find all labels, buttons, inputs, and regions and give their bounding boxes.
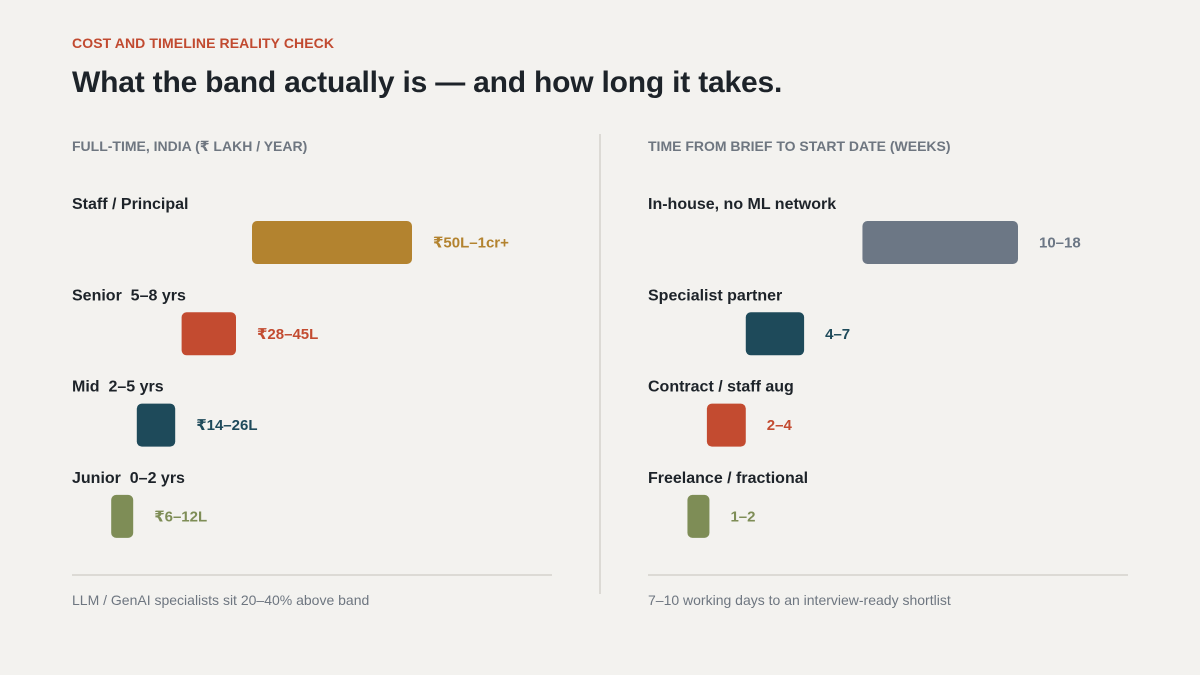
salary-row: Senior 5–8 yrs ₹28–45L xyxy=(72,287,318,356)
salary-chart-title: FULL-TIME, INDIA (₹ LAKH / YEAR) xyxy=(72,138,308,154)
salary-range-bar xyxy=(111,494,134,538)
timeline-row: Freelance / fractional 1–2 xyxy=(648,470,808,538)
timeline-footnote: 7–10 working days to an interview-ready … xyxy=(648,592,951,608)
salary-range-bar xyxy=(252,221,412,264)
timeline-category-label: In-house, no ML network xyxy=(648,196,836,213)
salary-range-bar xyxy=(181,312,236,356)
salary-chart: Staff / Principal ₹50L–1cr+ Senior 5–8 yrs… xyxy=(72,196,509,538)
timeline-baseline-rule xyxy=(648,574,1128,576)
salary-category-label: Junior 0–2 yrs xyxy=(72,470,185,487)
salary-row: Staff / Principal ₹50L–1cr+ xyxy=(72,196,509,264)
salary-value-label: ₹6–12L xyxy=(154,508,207,525)
timeline-value-label: 1–2 xyxy=(730,508,755,525)
timeline-row: In-house, no ML network 10–18 xyxy=(648,196,1081,264)
eyebrow-label: COST AND TIMELINE REALITY CHECK xyxy=(72,35,335,51)
timeline-chart-title: TIME FROM BRIEF TO START DATE (WEEKS) xyxy=(648,138,951,154)
salary-value-label: ₹14–26L xyxy=(196,417,257,434)
timeline-chart: In-house, no ML network 10–18 Specialist p… xyxy=(648,196,1081,538)
salary-row: Junior 0–2 yrs ₹6–12L xyxy=(72,470,207,538)
salary-category-label: Mid 2–5 yrs xyxy=(72,379,164,396)
timeline-range-bar xyxy=(745,312,805,356)
page-title: What the band actually is — and how long… xyxy=(72,66,783,99)
timeline-range-bar xyxy=(687,494,710,538)
salary-baseline-rule xyxy=(72,574,552,576)
timeline-value-label: 4–7 xyxy=(825,326,850,343)
timeline-category-label: Contract / staff aug xyxy=(648,379,794,396)
timeline-row: Specialist partner 4–7 xyxy=(648,287,850,356)
panel-divider xyxy=(599,134,601,594)
timeline-row: Contract / staff aug 2–4 xyxy=(648,379,794,447)
timeline-value-label: 2–4 xyxy=(767,417,793,434)
salary-range-bar xyxy=(136,403,176,447)
timeline-category-label: Specialist partner xyxy=(648,287,782,304)
salary-value-label: ₹50L–1cr+ xyxy=(433,235,509,252)
salary-category-label: Senior 5–8 yrs xyxy=(72,287,186,304)
timeline-range-bar xyxy=(706,403,746,447)
salary-category-label: Staff / Principal xyxy=(72,196,188,213)
timeline-value-label: 10–18 xyxy=(1039,235,1081,252)
salary-row: Mid 2–5 yrs ₹14–26L xyxy=(72,379,258,447)
timeline-category-label: Freelance / fractional xyxy=(648,470,808,487)
salary-value-label: ₹28–45L xyxy=(257,326,318,343)
salary-footnote: LLM / GenAI specialists sit 20–40% above… xyxy=(72,592,370,608)
timeline-range-bar xyxy=(862,221,1018,264)
